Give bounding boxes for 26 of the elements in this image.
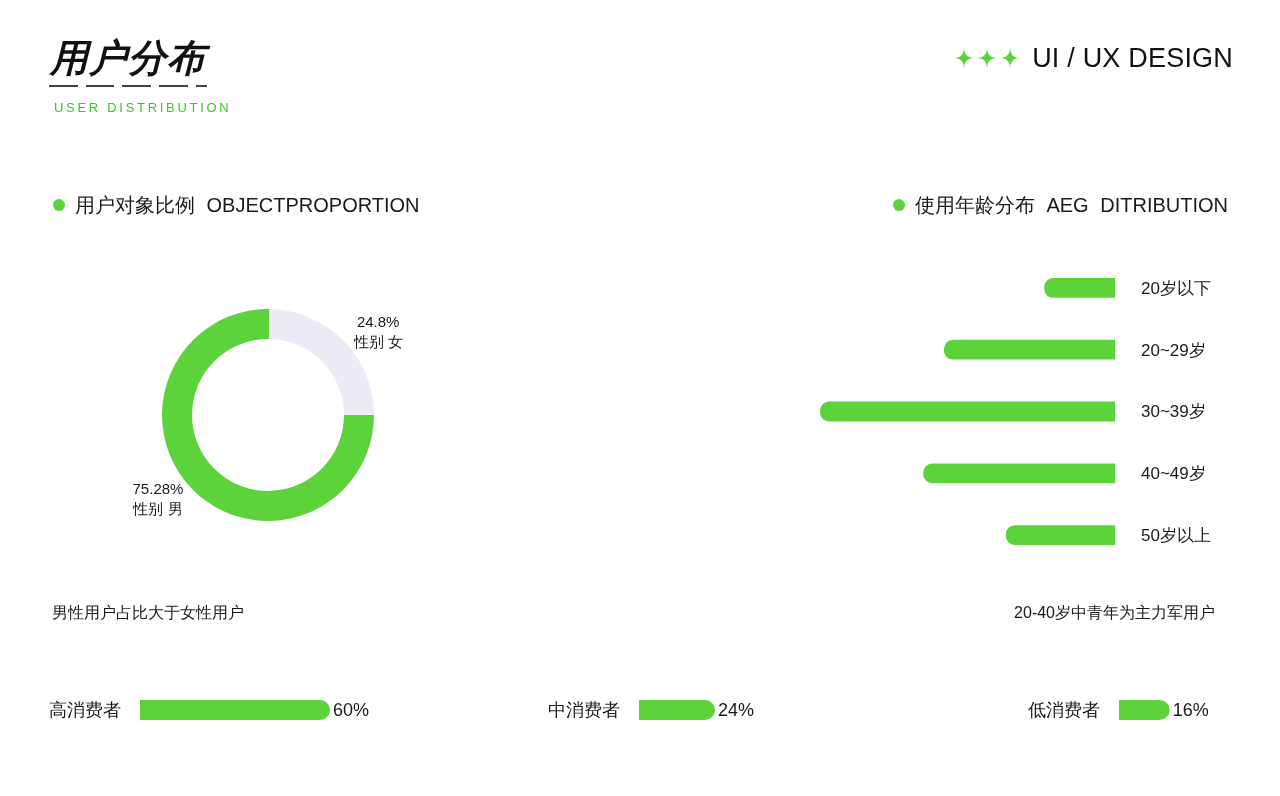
bar [820, 401, 1115, 422]
bar [1044, 278, 1115, 298]
y-tick-label: 50岁以上 [1141, 526, 1211, 546]
text: USER DISTRIBUTION [54, 100, 232, 115]
y-tick-label: 中消费者 [548, 700, 620, 721]
y-tick-label: 30~39岁 [1141, 402, 1206, 422]
data-label: 16% [1172, 700, 1209, 720]
y-tick-label: 20岁以下 [1141, 278, 1211, 298]
data-label: 75.28% [132, 480, 184, 498]
chart-title: 使用年龄分布 AEG DITRIBUTION [914, 193, 1228, 218]
text: UI / UX DESIGN [1032, 42, 1233, 74]
chart-title: 用户对象比例 OBJECTPROPORTION [75, 193, 420, 218]
text: 20-40岁中青年为主力军用户 [1014, 603, 1215, 623]
y-tick-label: 低消费者 [1028, 700, 1100, 721]
text: 男性用户占比大于女性用户 [52, 603, 244, 623]
bar [923, 463, 1115, 484]
y-tick-label: 40~49岁 [1141, 464, 1206, 484]
y-tick-label: 20~29岁 [1141, 340, 1206, 360]
data-label: 60% [333, 700, 370, 720]
y-tick-label: 高消费者 [49, 700, 121, 721]
slice-label: 性别 女 [352, 332, 403, 350]
data-label: 24.8% [356, 313, 400, 331]
data-label: 24% [718, 700, 755, 720]
slice-label: 性别 男 [132, 499, 183, 517]
bar [1005, 525, 1115, 545]
bar [943, 339, 1115, 360]
